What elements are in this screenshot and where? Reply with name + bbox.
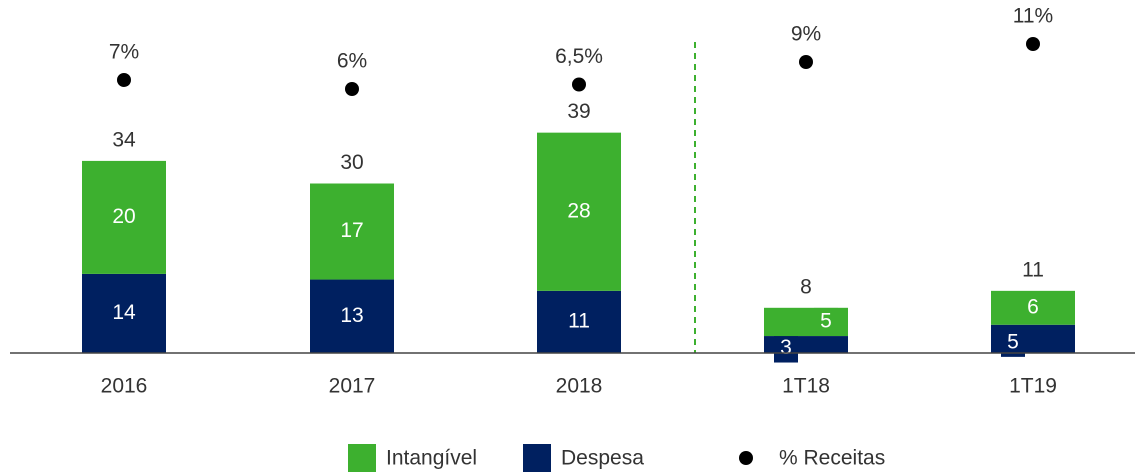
total-label: 8 bbox=[800, 275, 812, 298]
label-box bbox=[1001, 328, 1025, 357]
segment-label: 5 bbox=[1007, 330, 1019, 353]
legend-label: Despesa bbox=[561, 447, 644, 470]
segment-label: 3 bbox=[780, 336, 792, 359]
percent-label: 9% bbox=[791, 23, 821, 46]
segment-label: 11 bbox=[568, 309, 590, 332]
bar-segment bbox=[310, 279, 394, 353]
bar-segment bbox=[991, 290, 1075, 325]
segment-label: 17 bbox=[340, 219, 363, 242]
total-label: 30 bbox=[340, 151, 363, 174]
legend-label: Intangível bbox=[386, 447, 477, 470]
bar-segment bbox=[310, 183, 394, 280]
total-label: 11 bbox=[1022, 258, 1044, 281]
percent-dot bbox=[572, 77, 586, 92]
x-tick-label: 2018 bbox=[556, 375, 603, 398]
label-box bbox=[814, 307, 838, 336]
x-tick-label: 1T18 bbox=[782, 375, 830, 398]
segment-label: 5 bbox=[820, 309, 832, 332]
percent-dot bbox=[117, 73, 131, 87]
segment-label: 14 bbox=[112, 301, 136, 324]
segment-label: 28 bbox=[567, 199, 590, 222]
segment-label: 6 bbox=[1027, 295, 1039, 318]
x-tick-label: 2017 bbox=[329, 375, 376, 398]
percent-dot bbox=[799, 55, 813, 69]
bar-segment bbox=[82, 160, 166, 274]
legend-dot bbox=[739, 451, 753, 465]
label-box bbox=[774, 334, 798, 363]
x-tick-label: 1T19 bbox=[1009, 375, 1057, 398]
bar-segment bbox=[537, 132, 621, 291]
legend-swatch bbox=[348, 444, 376, 472]
percent-label: 7% bbox=[109, 41, 139, 64]
percent-label: 11% bbox=[1013, 5, 1053, 28]
x-tick-label: 2016 bbox=[101, 375, 148, 398]
percent-dot bbox=[1026, 37, 1040, 51]
percent-dot bbox=[345, 82, 359, 96]
total-label: 39 bbox=[567, 100, 590, 123]
legend-swatch bbox=[523, 444, 551, 472]
segment-label: 13 bbox=[340, 304, 363, 327]
bar-segment bbox=[537, 290, 621, 353]
bar-segment bbox=[82, 273, 166, 353]
segment-label: 20 bbox=[112, 205, 135, 228]
total-label: 34 bbox=[112, 128, 136, 151]
legend-label: % Receitas bbox=[779, 447, 885, 470]
percent-label: 6% bbox=[337, 50, 367, 73]
percent-label: 6,5% bbox=[555, 45, 603, 68]
